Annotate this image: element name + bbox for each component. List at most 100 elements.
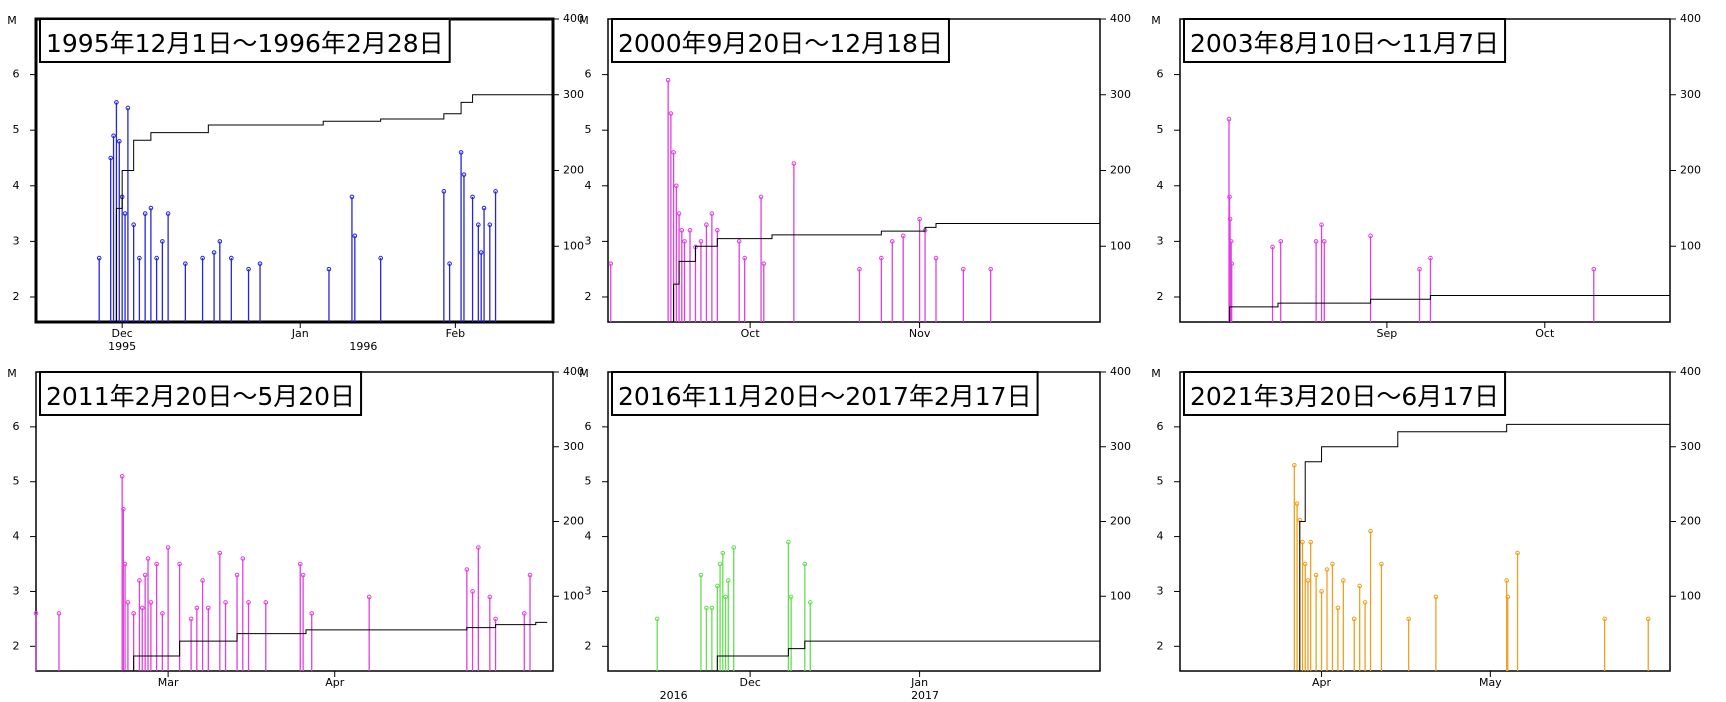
panel-title-box: [1183, 371, 1507, 416]
y2-tick-label: 200: [1680, 164, 1701, 177]
stem-marker: [715, 227, 720, 233]
stem-marker: [791, 161, 797, 166]
cumulative-line: [1288, 416, 1671, 672]
x-tick-label: Mar: [158, 676, 179, 689]
stem-marker: [761, 261, 767, 266]
stem-marker: [608, 261, 614, 266]
stem-marker: [1270, 244, 1275, 250]
stem-marker: [1504, 578, 1509, 583]
stem-marker: [122, 561, 128, 567]
y-tick-label: 4: [1157, 530, 1164, 543]
stem-marker: [676, 211, 682, 216]
y-tick-label: 3: [1157, 234, 1164, 247]
x-year-label: 1995: [108, 340, 136, 353]
stem-marker: [1645, 616, 1651, 622]
y2-tick-label: 400: [563, 12, 584, 25]
stem-marker: [142, 211, 148, 216]
y-tick-label: 5: [13, 123, 20, 136]
plot-frame: [1179, 18, 1671, 323]
stem-marker: [698, 572, 704, 578]
stem-marker: [1428, 255, 1433, 261]
y-tick-label: 6: [585, 420, 592, 433]
panel-title-box: [39, 371, 363, 416]
stem-marker: [165, 545, 171, 550]
y-axis-label: M: [579, 367, 589, 380]
stem-marker: [1602, 616, 1607, 622]
stem-marker: [326, 266, 332, 272]
x-tick-label: Oct: [741, 327, 761, 340]
stem-marker: [742, 255, 747, 261]
plot-frame: [35, 371, 554, 672]
cumulative-line: [1229, 294, 1670, 323]
stem-marker: [1313, 239, 1319, 244]
y-tick-label: 5: [585, 475, 592, 488]
y-tick-label: 5: [13, 475, 20, 488]
stem-marker: [137, 578, 142, 583]
stem-marker: [257, 261, 263, 266]
x-tick-label: Jan: [291, 327, 309, 340]
panel: M 2 3 4 5 6 100 200 300 400 Oct Nov 2000年9月20日～12月18…: [579, 12, 1131, 340]
stem-marker: [1379, 561, 1384, 567]
stem-marker: [709, 211, 715, 216]
stem-marker: [704, 605, 709, 611]
stem-marker: [671, 150, 676, 155]
y2-tick-label: 100: [1680, 589, 1701, 602]
stem-marker: [807, 600, 813, 605]
y-tick-label: 3: [1157, 584, 1164, 597]
y-axis-label: M: [1151, 367, 1161, 380]
panel-title: 2003年8月10日～11月7日: [1190, 29, 1499, 58]
stem-marker: [1515, 550, 1520, 556]
stem-marker: [234, 572, 240, 578]
stem-marker: [33, 611, 39, 616]
stem-marker: [481, 205, 487, 211]
stem-marker: [1227, 216, 1233, 222]
stem-marker: [217, 550, 223, 556]
stem-marker: [521, 611, 527, 616]
stem-marker: [461, 172, 467, 177]
x-year-label: 2016: [660, 689, 688, 702]
stem-marker: [188, 616, 194, 622]
stem-marker: [211, 250, 217, 255]
stem-marker: [1228, 239, 1234, 244]
stem-marker: [125, 105, 131, 111]
x-tick-label: Apr: [1312, 676, 1332, 689]
x-tick-label: Dec: [739, 676, 760, 689]
stem-marker: [470, 194, 475, 200]
stem-marker: [788, 594, 794, 600]
stem-marker: [111, 133, 116, 139]
stem-marker: [125, 600, 131, 605]
stem-marker: [119, 473, 125, 479]
y-tick-label: 3: [585, 584, 592, 597]
stem-marker: [349, 194, 355, 200]
stem-marker: [709, 605, 715, 611]
y-tick-label: 2: [13, 639, 20, 652]
panel: M 2 3 4 5 6 100 200 300 400 Sep Oct 2003年8月10日～11月7日: [1151, 12, 1701, 340]
stem-marker: [687, 227, 693, 233]
y-tick-label: 2: [1157, 290, 1164, 303]
stem-marker: [352, 233, 358, 239]
y2-tick-label: 200: [1110, 515, 1131, 528]
y2-tick-label: 200: [563, 164, 584, 177]
stem-marker: [1351, 616, 1357, 622]
panel-title: 2011年2月20日～5月20日: [46, 382, 355, 411]
stem-marker: [223, 600, 228, 605]
stem-marker: [527, 572, 533, 578]
stem-marker: [1433, 594, 1439, 600]
stem-marker: [1292, 462, 1297, 468]
stem-marker: [464, 567, 470, 572]
stem-marker: [142, 572, 148, 578]
stem-marker: [165, 211, 171, 216]
panel-title-box: [611, 371, 1039, 416]
y-tick-label: 6: [585, 68, 592, 81]
y-tick-label: 4: [585, 179, 592, 192]
y2-tick-label: 400: [1680, 365, 1701, 378]
stem-marker: [1362, 600, 1368, 605]
stem-marker: [917, 216, 922, 222]
stem-marker: [96, 255, 102, 261]
stem-marker: [441, 189, 447, 194]
stem-marker: [447, 261, 452, 266]
stem-marker: [229, 255, 234, 261]
x-tick-label: Nov: [909, 327, 931, 340]
y2-tick-label: 300: [563, 88, 584, 101]
